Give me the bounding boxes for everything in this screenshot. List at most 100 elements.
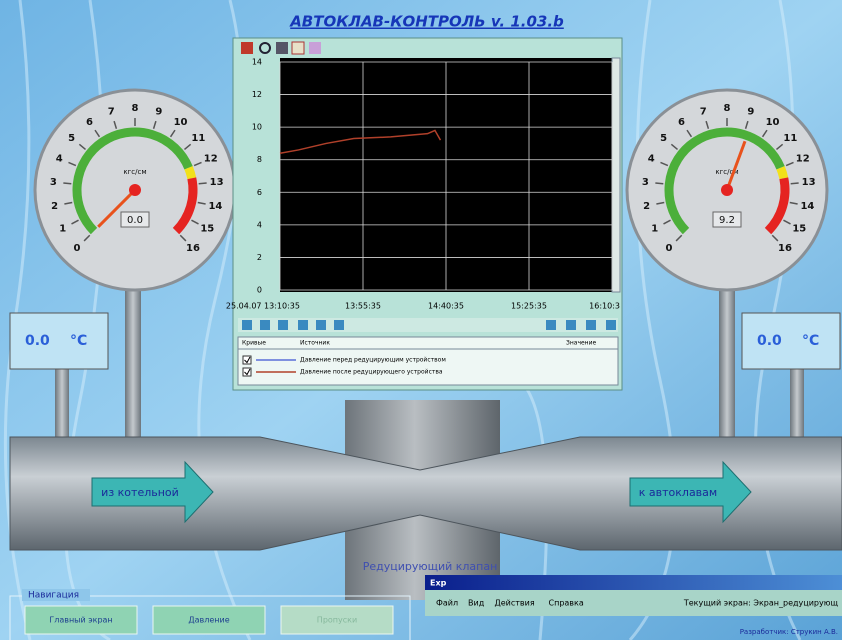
sensor-post	[55, 368, 69, 443]
y-tick-label: 6	[257, 188, 262, 197]
gauge-tick-label: 11	[191, 133, 205, 144]
gauge-tick-label: 8	[724, 103, 731, 114]
toolbar-button[interactable]	[241, 42, 253, 54]
nav-button-label: Давление	[188, 616, 229, 625]
gauge-tick-label: 10	[174, 117, 188, 128]
inlet-label: из котельной	[101, 486, 179, 499]
page: Autoclave control body { margin: 0; widt…	[0, 0, 842, 640]
gauge-tick-label: 3	[50, 177, 57, 188]
gauge-tick-label: 13	[210, 177, 224, 188]
outlet-label: к автоклавам	[639, 486, 717, 499]
trend-toolbar	[241, 42, 321, 54]
gauge-tick-label: 1	[651, 224, 658, 235]
legend-header: Кривые	[242, 340, 266, 347]
window-title: Exp	[430, 579, 447, 588]
toolbar-button[interactable]	[309, 42, 321, 54]
legend-header: Значение	[566, 340, 597, 347]
menu-item[interactable]: Действия	[495, 599, 535, 608]
gauge-tick	[199, 183, 207, 184]
nav-button[interactable]	[566, 320, 576, 330]
y-tick-label: 8	[257, 155, 262, 164]
menu-item[interactable]: Файл	[436, 599, 458, 608]
y-tick-label: 0	[257, 286, 262, 295]
gauge-tick	[63, 183, 71, 184]
window-titlebar	[425, 575, 842, 590]
gauge-tick-label: 6	[678, 117, 685, 128]
gauge-post	[719, 285, 735, 445]
temperature-value: 0.0	[757, 333, 782, 349]
nav-button[interactable]	[242, 320, 252, 330]
nav-button[interactable]	[546, 320, 556, 330]
gauge-tick-label: 9	[747, 107, 754, 118]
temperature-value: 0.0	[25, 333, 50, 349]
gauge-tick-label: 14	[208, 201, 222, 212]
gauge-tick-label: 15	[200, 224, 214, 235]
sensor-post	[790, 368, 804, 443]
gauge-tick-label: 11	[783, 133, 797, 144]
gauge-band-yellow	[781, 168, 784, 178]
gauge-tick-label: 9	[155, 107, 162, 118]
gauge-tick-label: 16	[186, 243, 200, 254]
y-tick-label: 4	[257, 220, 262, 229]
x-tick-label: 15:25:35	[511, 302, 547, 311]
y-tick-label: 14	[252, 58, 262, 67]
x-tick-label: 25.04.07 13:10:35	[226, 302, 300, 311]
gauge-tick-label: 6	[86, 117, 93, 128]
nav-button[interactable]	[586, 320, 596, 330]
gauge-tick-label: 10	[766, 117, 780, 128]
nav-button[interactable]	[260, 320, 270, 330]
gauge-tick-label: 8	[132, 103, 139, 114]
gauge-post	[125, 285, 141, 445]
menu-item[interactable]: Справка	[549, 599, 584, 608]
gauge-tick-label: 5	[68, 133, 75, 144]
nav-button[interactable]	[316, 320, 326, 330]
nav-button[interactable]	[606, 320, 616, 330]
nav-button[interactable]	[298, 320, 308, 330]
nav-button[interactable]	[334, 320, 344, 330]
gauge-tick	[791, 183, 799, 184]
gauge-tick-label: 7	[700, 107, 707, 118]
toolbar-button[interactable]	[276, 42, 288, 54]
gauge-hub	[721, 184, 733, 196]
gauge-unit: кгс/см	[123, 168, 146, 176]
legend-label: Давление после редуцирующего устройства	[300, 369, 443, 376]
legend-header: Источник	[300, 340, 330, 347]
gauge-tick	[655, 183, 663, 184]
toolbar-button[interactable]	[292, 42, 304, 54]
x-tick-label: 16:10:3	[589, 302, 620, 311]
gauge-value: 9.2	[719, 215, 735, 226]
window-status: Текущий экран: Экран_редуцирующ	[683, 599, 839, 608]
gauge-tick-label: 12	[204, 154, 218, 165]
screen: АВТОКЛАВ-КОНТРОЛЬ v. 1.03.b из котельной…	[0, 0, 842, 640]
temperature-unit: °C	[802, 333, 819, 349]
gauge-tick-label: 5	[660, 133, 667, 144]
menu-item[interactable]: Вид	[468, 599, 485, 608]
gauge-tick-label: 2	[643, 201, 650, 212]
gauge-hub	[129, 184, 141, 196]
gauge-tick-label: 4	[56, 154, 63, 165]
x-tick-label: 13:55:35	[345, 302, 381, 311]
navigation-label: Навигация	[28, 591, 79, 601]
nav-button[interactable]	[278, 320, 288, 330]
nav-button-label: Пропуски	[317, 616, 357, 625]
gauge-tick-label: 4	[648, 154, 655, 165]
gauge-tick-label: 15	[792, 224, 806, 235]
temperature-unit: °C	[70, 333, 87, 349]
app-title: АВТОКЛАВ-КОНТРОЛЬ v. 1.03.b	[289, 13, 564, 31]
legend-label: Давление перед редуцирующим устройством	[300, 357, 446, 364]
window-footer: Разработчик: Струкин А.В.	[740, 628, 838, 636]
valve-label: Редуцирующий клапан	[363, 560, 498, 573]
gauge-tick-label: 13	[802, 177, 816, 188]
scrollbar[interactable]	[612, 58, 620, 292]
gauge-tick-label: 1	[59, 224, 66, 235]
gauge-tick-label: 14	[800, 201, 814, 212]
nav-button-label: Главный экран	[49, 616, 112, 625]
x-tick-label: 14:40:35	[428, 302, 464, 311]
gauge-tick-label: 2	[51, 201, 58, 212]
gauge-band-yellow	[189, 168, 192, 178]
gauge-tick-label: 7	[108, 107, 115, 118]
y-tick-label: 10	[252, 123, 262, 132]
gauge-tick-label: 16	[778, 243, 792, 254]
body: {"title": "АВТОКЛАВ-КОНТРОЛЬ v. 1.03.b",…	[0, 0, 842, 640]
